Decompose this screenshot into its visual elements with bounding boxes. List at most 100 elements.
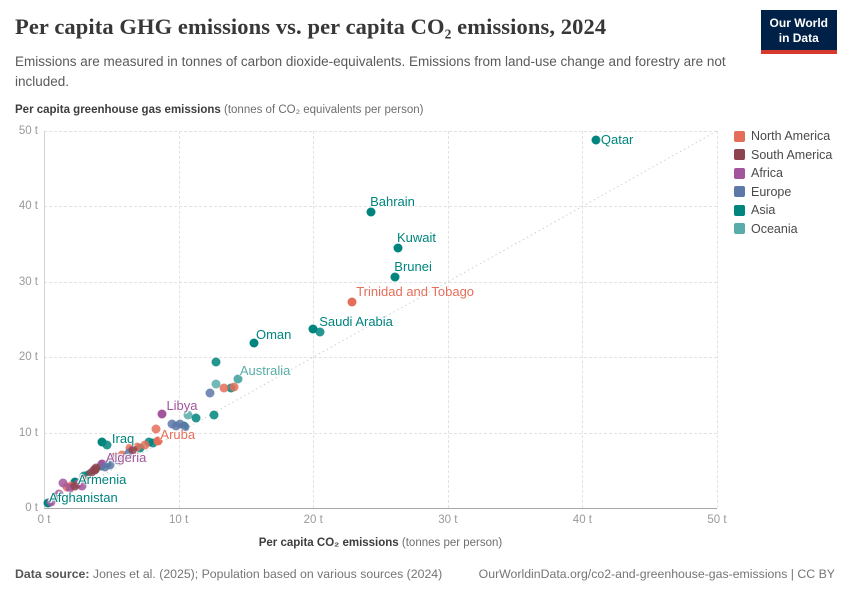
legend-label: Asia [751,203,776,218]
country-label-australia[interactable]: Australia [239,363,291,379]
data-point[interactable] [167,419,177,429]
data-point[interactable] [209,410,219,420]
legend-item-europe[interactable]: Europe [734,185,832,199]
data-point[interactable] [171,421,181,431]
data-point-iraq[interactable] [97,437,107,447]
continent-legend: North America South America Africa Europe As… [734,129,832,241]
country-label-armenia[interactable]: Armenia [77,471,127,487]
data-point-oman[interactable] [249,338,259,348]
data-point[interactable] [70,481,80,491]
country-label-iraq[interactable]: Iraq [111,431,135,447]
country-label-bahrain[interactable]: Bahrain [370,194,415,210]
data-point[interactable] [105,460,115,470]
legend-label: South America [751,147,833,162]
legend-item-africa[interactable]: Africa [734,166,832,180]
owid-logo[interactable]: Our World in Data [760,10,837,54]
data-point[interactable] [140,440,150,450]
data-point[interactable] [50,492,60,502]
x-tick-label: 20 t [303,514,323,526]
chart-footer: Data source: Jones et al. (2025); Popula… [15,567,835,581]
data-point[interactable] [229,382,239,392]
y-gridline [44,432,717,434]
data-point-brunei[interactable] [390,272,400,282]
legend-swatch [734,167,745,179]
x-gridline [717,131,718,508]
data-point-libya[interactable] [157,409,167,419]
x-axis-line [44,508,717,509]
legend-swatch [734,223,745,235]
data-point[interactable] [151,424,161,434]
x-tick-label: 0 t [37,514,51,526]
country-label-oman[interactable]: Oman [255,326,292,342]
legend-swatch [734,186,745,198]
data-source-note: Data source: Jones et al. (2025); Popula… [15,567,443,581]
legend-item-north-america[interactable]: North America [734,129,832,143]
data-point-bahrain[interactable] [366,207,376,217]
x-tick-label: 30 t [438,514,458,526]
y-axis-title-main: Per capita greenhouse gas emissions [15,104,221,116]
data-point[interactable] [58,478,68,488]
y-axis-title: Per capita greenhouse gas emissions (ton… [15,104,423,116]
legend-item-asia[interactable]: Asia [734,203,832,217]
country-label-saudi-arabia[interactable]: Saudi Arabia [319,313,393,329]
data-point[interactable] [211,379,221,389]
data-point[interactable] [100,462,110,472]
x-tick-label: 50 t [707,514,727,526]
data-point[interactable] [65,483,75,493]
data-point[interactable] [219,383,229,393]
data-point[interactable] [102,440,112,450]
y-axis-line [44,131,45,508]
data-point[interactable] [211,357,221,367]
legend-swatch [734,149,745,161]
data-point-kuwait[interactable] [393,243,403,253]
y-tick-label: 30 t [18,275,38,288]
y-tick-label: 40 t [18,200,38,213]
country-label-kuwait[interactable]: Kuwait [396,229,437,245]
data-point[interactable] [183,410,193,419]
data-point-australia[interactable] [233,374,243,384]
data-point[interactable] [110,452,120,462]
owid-logo-line1: Our World [769,16,828,30]
legend-swatch [734,130,745,142]
y-gridline [44,357,717,359]
legend-label: North America [751,129,831,143]
x-gridline [178,131,180,508]
legend-item-south-america[interactable]: South America [734,148,832,162]
country-label-afghanistan[interactable]: Afghanistan [49,489,118,505]
data-point[interactable] [78,474,88,484]
y-tick-label: 0 t [25,502,38,514]
country-label-brunei[interactable]: Brunei [394,259,432,275]
data-point[interactable] [54,489,64,499]
legend-item-oceania[interactable]: Oceania [734,222,832,236]
y-tick-label: 10 t [18,426,38,439]
x-gridline [582,131,584,508]
data-point[interactable] [128,445,138,455]
owid-credit-link[interactable]: OurWorldinData.org/co2-and-greenhouse-ga… [478,567,835,581]
country-label-aruba[interactable]: Aruba [160,426,196,442]
chart-subtitle: Emissions are measured in tonnes of carb… [15,54,726,89]
data-point[interactable] [117,450,127,460]
data-point[interactable] [144,437,154,447]
data-point[interactable] [132,442,142,452]
country-label-algeria[interactable]: Algeria [105,450,147,466]
data-point-aruba[interactable] [153,436,163,446]
country-label-qatar[interactable]: Qatar [600,132,634,148]
country-label-trinidad-and-tobago[interactable]: Trinidad and Tobago [356,284,475,300]
data-point-trinidad-and-tobago[interactable] [347,297,357,307]
x-axis-title: Per capita CO₂ emissions (tonnes per per… [44,537,717,549]
data-point[interactable] [77,481,87,491]
data-point[interactable] [46,497,56,507]
data-point[interactable] [86,468,96,478]
data-point[interactable] [191,413,201,423]
data-point[interactable] [180,422,190,432]
legend-swatch [734,204,745,216]
data-point[interactable] [315,327,325,337]
data-point[interactable] [205,388,215,398]
data-point-saudi-arabia[interactable] [308,324,318,334]
data-point[interactable] [90,465,100,475]
y-tick-label: 20 t [18,351,38,364]
legend-label: Oceania [751,221,798,236]
data-point-qatar[interactable] [591,135,601,145]
country-label-libya[interactable]: Libya [166,397,198,413]
